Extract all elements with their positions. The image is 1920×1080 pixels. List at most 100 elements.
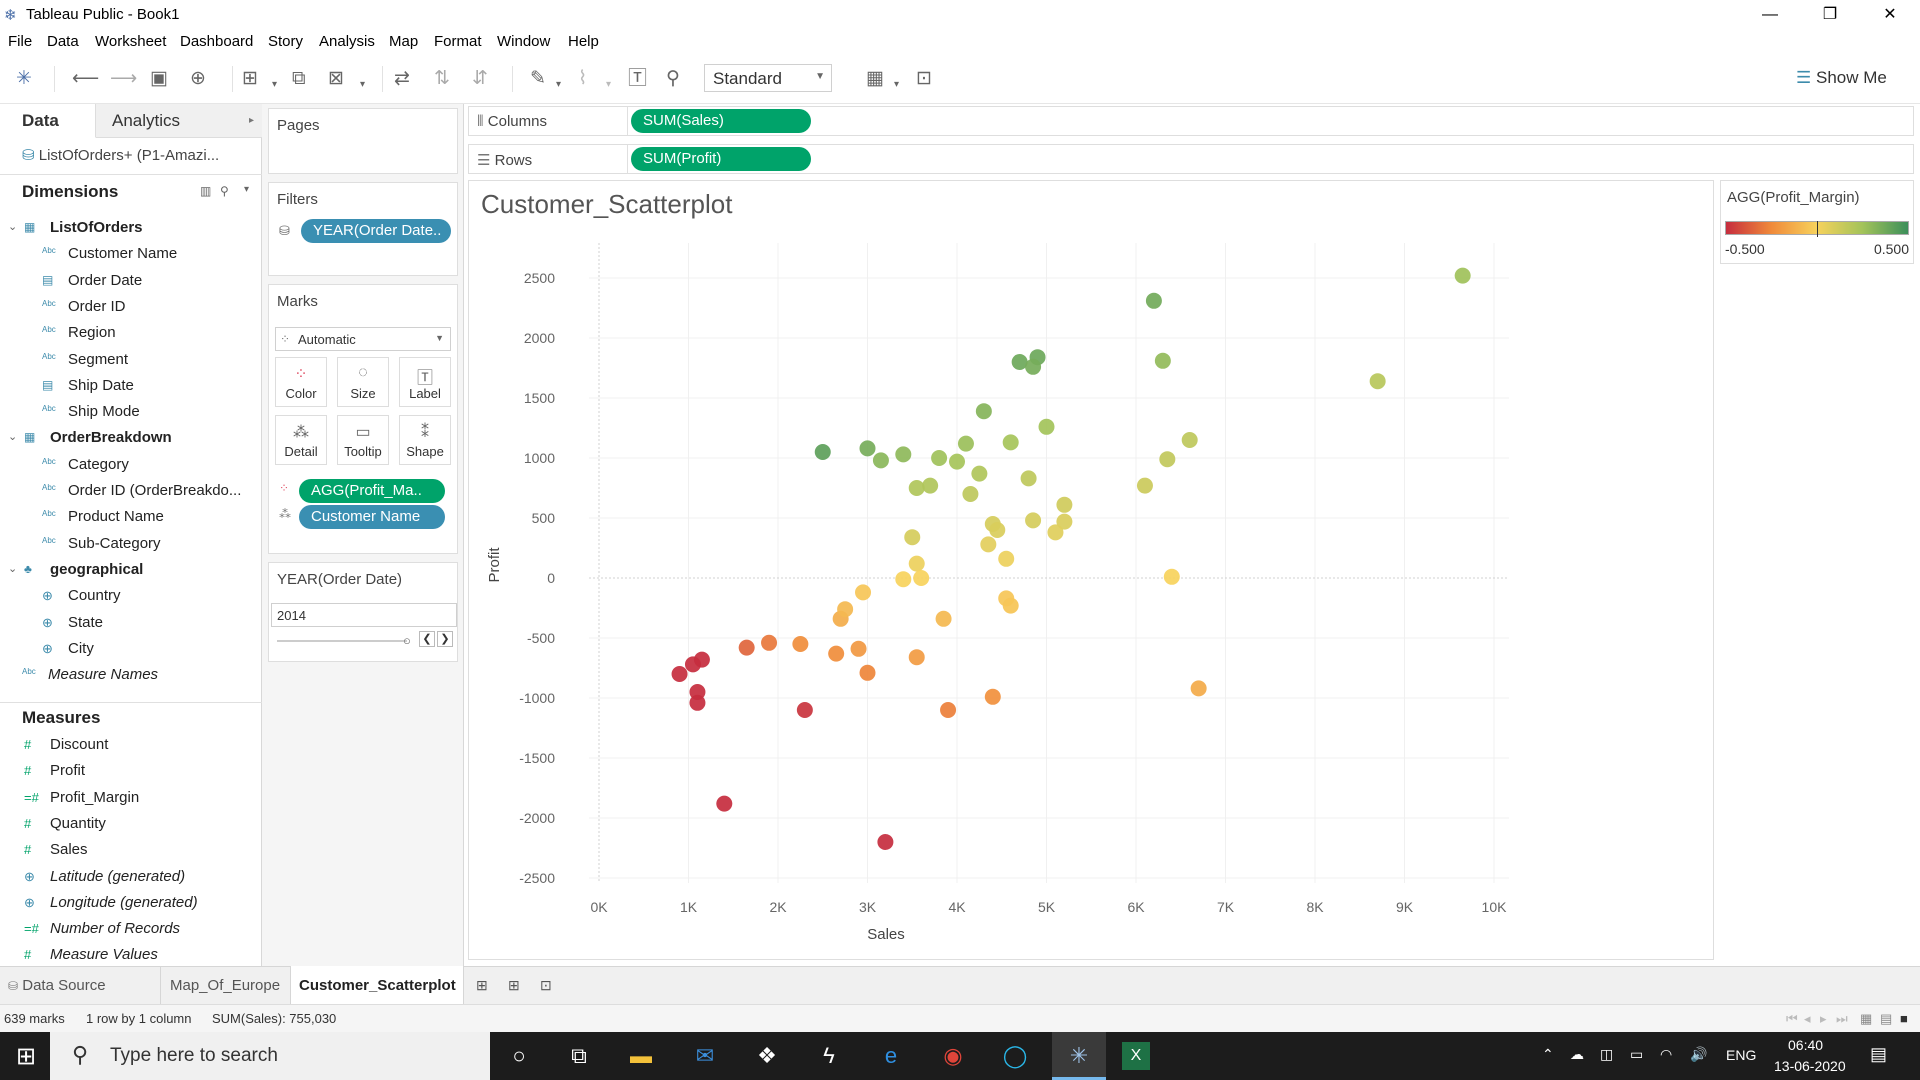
menu-help[interactable]: Help — [568, 33, 599, 50]
battery-icon[interactable]: ▭ — [1630, 1046, 1644, 1062]
scatter-point[interactable] — [998, 590, 1015, 607]
menu-map[interactable]: Map — [389, 33, 419, 50]
scatter-point[interactable] — [877, 834, 894, 850]
chevron-down-icon[interactable]: ⌄ — [8, 221, 18, 233]
scatter-point[interactable] — [850, 640, 867, 657]
minimize-button[interactable]: — — [1762, 6, 1778, 23]
scatter-point[interactable] — [975, 403, 992, 420]
slider-handle[interactable]: ○ — [403, 633, 411, 648]
scatter-point[interactable] — [716, 795, 733, 812]
menu-data[interactable]: Data — [47, 33, 79, 50]
cortana-icon[interactable]: ○ — [512, 1043, 526, 1068]
show-cards-dropdown-icon[interactable]: ▾ — [894, 79, 900, 90]
menu-worksheet[interactable]: Worksheet — [95, 33, 167, 50]
size-button[interactable]: ◌ Size — [337, 357, 389, 407]
fit-mode-select[interactable]: Standard ▼ — [704, 64, 832, 92]
scatter-point[interactable] — [872, 452, 889, 469]
scatter-point[interactable] — [855, 584, 872, 601]
slider-track[interactable] — [277, 640, 407, 642]
dimensions-menu-icon[interactable]: ▾ — [244, 184, 250, 195]
scatter-point[interactable] — [1190, 680, 1207, 697]
scatter-point[interactable] — [837, 601, 854, 618]
new-worksheet-dropdown-icon[interactable]: ▾ — [272, 79, 278, 90]
tab-customer-scatterplot[interactable]: Customer_Scatterplot — [299, 977, 456, 994]
tooltip-button[interactable]: ▭ Tooltip — [337, 415, 389, 465]
highlight-dropdown-icon[interactable]: ▾ — [556, 79, 562, 90]
menu-window[interactable]: Window — [497, 33, 551, 50]
next-value-icon[interactable]: ❯ — [437, 631, 453, 647]
scatter-point[interactable] — [922, 477, 939, 494]
scatter-point[interactable] — [1025, 512, 1042, 529]
prev-sheet-icon[interactable]: ◂ — [1804, 1011, 1811, 1026]
shape-button[interactable]: ⁑ Shape — [399, 415, 451, 465]
scatter-point[interactable] — [940, 702, 957, 718]
windows-start-icon[interactable]: ⊞ — [16, 1043, 37, 1070]
mark-type-select[interactable]: ⁘ Automatic ▼ — [275, 327, 451, 351]
taskbar-search-box[interactable]: ⚲ Type here to search — [50, 1032, 490, 1080]
scatter-point[interactable] — [859, 664, 876, 681]
scatter-point[interactable] — [908, 480, 925, 496]
show-mark-labels-icon[interactable]: 🅃 — [628, 68, 648, 89]
scatter-point[interactable] — [792, 636, 809, 652]
chrome-icon[interactable]: ◉ — [943, 1043, 963, 1068]
menu-story[interactable]: Story — [268, 33, 304, 50]
scatter-point[interactable] — [1002, 434, 1019, 451]
action-center-icon[interactable]: ▤ — [1870, 1044, 1888, 1064]
add-datasource-icon[interactable]: ⊕ — [190, 68, 206, 89]
swap-rows-columns-icon[interactable]: ⇄ — [394, 68, 410, 89]
scatter-point[interactable] — [1025, 358, 1042, 375]
scatter-point[interactable] — [1145, 292, 1162, 309]
edge-icon[interactable]: e — [884, 1043, 898, 1068]
detail-pill-customer-name[interactable]: Customer Name — [299, 505, 445, 529]
menu-file[interactable]: File — [8, 33, 33, 50]
scatter-point[interactable] — [962, 486, 979, 502]
restore-button[interactable]: ❐ — [1822, 6, 1838, 23]
menu-analysis[interactable]: Analysis — [319, 33, 375, 50]
scatter-point[interactable] — [1369, 373, 1386, 390]
scatter-point[interactable] — [908, 555, 925, 572]
sort-descending-icon[interactable]: ⇵ — [472, 68, 488, 89]
scatter-point[interactable] — [859, 440, 876, 457]
clock-time[interactable]: 06:40 — [1788, 1037, 1824, 1053]
rows-pill-sum-profit[interactable]: SUM(Profit) — [631, 147, 811, 171]
scatter-point[interactable] — [693, 651, 710, 668]
scatter-point[interactable] — [738, 639, 755, 656]
menu-dashboard[interactable]: Dashboard — [180, 33, 254, 50]
datasource-item[interactable]: ⛁ ListOfOrders+ (P1-Amazi... — [22, 146, 219, 164]
sheet-sorter-icon[interactable]: ▦ — [1860, 1011, 1873, 1026]
scatter-point[interactable] — [1038, 418, 1055, 435]
new-dashboard-tab-icon[interactable]: ⊞ — [508, 977, 520, 993]
scatter-point[interactable] — [1020, 470, 1037, 487]
scatter-point[interactable] — [895, 571, 912, 588]
color-button[interactable]: ⁘ Color — [275, 357, 327, 407]
group-dropdown-icon[interactable]: ▾ — [606, 79, 612, 90]
notification-icon[interactable]: ◫ — [1600, 1046, 1614, 1062]
scatter-point[interactable] — [931, 450, 948, 466]
undo-icon[interactable]: ⟵ — [72, 68, 100, 89]
tab-analytics[interactable]: Analytics ▸ — [96, 104, 262, 138]
clear-sheet-dropdown-icon[interactable]: ▾ — [360, 79, 366, 90]
clock-date[interactable]: 13-06-2020 — [1774, 1058, 1846, 1074]
first-sheet-icon[interactable]: ⏮ — [1786, 1011, 1798, 1026]
scatter-point[interactable] — [980, 536, 997, 553]
group-members-icon[interactable]: ⌇ — [578, 68, 588, 89]
onedrive-icon[interactable]: ☁ — [1570, 1046, 1584, 1062]
sort-ascending-icon[interactable]: ⇅ — [434, 68, 450, 89]
pages-shelf[interactable]: Pages — [268, 108, 458, 174]
new-worksheet-icon[interactable]: ⊞ — [242, 68, 258, 89]
clear-sheet-icon[interactable]: ⊠ — [328, 68, 344, 89]
tableau-home-icon[interactable]: ✳ — [16, 68, 32, 89]
excel-icon[interactable]: X — [1122, 1042, 1150, 1070]
alexa-icon[interactable]: ◯ — [1002, 1043, 1028, 1068]
scatter-point[interactable] — [1181, 432, 1198, 448]
tab-map-of-europe[interactable]: Map_Of_Europe — [170, 977, 281, 994]
new-story-tab-icon[interactable]: ⊡ — [540, 977, 552, 993]
app-s-icon[interactable]: ϟ — [823, 1043, 835, 1068]
scatter-point[interactable] — [971, 465, 988, 482]
scatter-point[interactable] — [984, 688, 1001, 705]
scatter-point[interactable] — [1056, 513, 1073, 530]
previous-value-icon[interactable]: ❮ — [419, 631, 435, 647]
duplicate-sheet-icon[interactable]: ⧉ — [292, 68, 306, 89]
volume-icon[interactable]: 🔊 — [1690, 1046, 1708, 1062]
highlight-icon[interactable]: ✎ — [530, 68, 546, 89]
